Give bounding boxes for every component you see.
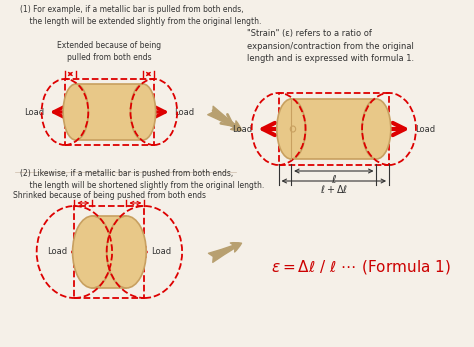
FancyBboxPatch shape	[92, 216, 127, 288]
Text: Load: Load	[24, 108, 44, 117]
Text: Load: Load	[47, 247, 67, 256]
FancyBboxPatch shape	[76, 84, 143, 140]
Text: Shrinked because of being pushed from both ends: Shrinked because of being pushed from bo…	[13, 191, 206, 200]
Text: $\varepsilon = \Delta\ell \ / \ \ell \ \cdots \ \mathrm{(Formula\ 1)}$: $\varepsilon = \Delta\ell \ / \ \ell \ \…	[271, 258, 451, 276]
Text: Load: Load	[174, 108, 195, 117]
Ellipse shape	[73, 216, 112, 288]
Text: $\ell + \Delta\ell$: $\ell + \Delta\ell$	[319, 183, 348, 195]
Ellipse shape	[63, 84, 88, 140]
Text: Load: Load	[415, 125, 435, 134]
Text: Extended because of being
pulled from both ends: Extended because of being pulled from bo…	[57, 41, 162, 62]
Text: $\ell$: $\ell$	[331, 173, 337, 185]
FancyBboxPatch shape	[15, 0, 441, 347]
Text: Load: Load	[152, 247, 172, 256]
Ellipse shape	[107, 216, 146, 288]
Text: "Strain" (ε) refers to a ratio of
expansion/contraction from the original
length: "Strain" (ε) refers to a ratio of expans…	[247, 29, 414, 63]
Text: (2) Likewise, if a metallic bar is pushed from both ends,
    the length will be: (2) Likewise, if a metallic bar is pushe…	[19, 169, 264, 190]
Ellipse shape	[130, 84, 155, 140]
Ellipse shape	[362, 99, 391, 159]
Text: Load: Load	[232, 125, 253, 134]
Ellipse shape	[277, 99, 306, 159]
FancyBboxPatch shape	[291, 99, 376, 159]
Text: (1) For example, if a metallic bar is pulled from both ends,
    the length will: (1) For example, if a metallic bar is pu…	[19, 5, 261, 26]
